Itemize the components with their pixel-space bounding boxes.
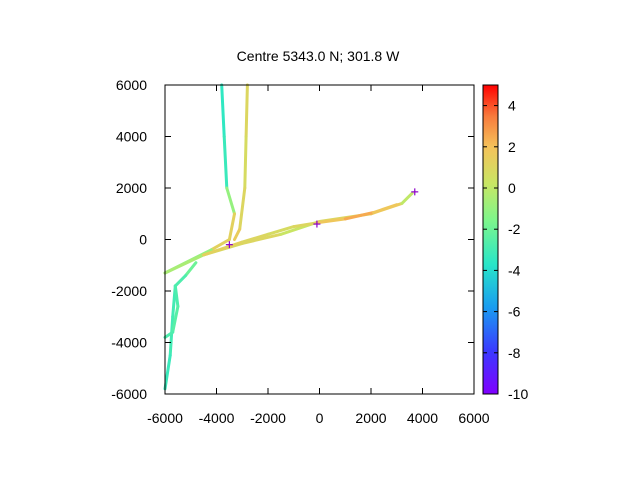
track-3-segment (315, 217, 347, 225)
track-4-segment (173, 274, 188, 288)
plot-frame (164, 84, 475, 395)
track-5-segment (163, 330, 175, 339)
colorbar-tick-label: 0 (508, 180, 516, 196)
y-tick-label: -6000 (111, 386, 147, 402)
colorbar-tick-label: -6 (508, 304, 521, 320)
x-axis: -6000 -4000 -2000 0 2000 4000 6000 (147, 85, 490, 426)
marker-plus (411, 188, 419, 196)
track-0-segment (209, 238, 231, 252)
y-axis: 6000 4000 2000 0 -2000 -4000 -6000 (111, 77, 474, 402)
colorbar-tick-label: -2 (508, 221, 521, 237)
track-4-segment (163, 353, 172, 391)
y-tick-label: 4000 (116, 129, 147, 145)
track-2-segment (400, 191, 414, 205)
colorbar-tick-label: -10 (508, 386, 528, 402)
colorbar-tick-label: -4 (508, 262, 521, 278)
x-tick-label: 0 (316, 410, 324, 426)
track-0-segment (225, 186, 236, 216)
y-tick-label: 2000 (116, 180, 147, 196)
colorbar-tick-label: 4 (508, 98, 516, 114)
track-3-segment (343, 211, 376, 221)
track-5-segment (173, 284, 180, 308)
tracks-layer (163, 83, 414, 391)
y-tick-label: -2000 (111, 283, 147, 299)
x-tick-label: 2000 (355, 410, 386, 426)
track-1-segment (233, 227, 242, 241)
markers-layer (225, 188, 419, 249)
marker-plus (225, 241, 233, 249)
track-3-segment (292, 221, 319, 229)
track-2-segment (240, 232, 283, 245)
y-tick-label: 6000 (116, 77, 147, 93)
track-1-segment (243, 135, 248, 190)
track-0-segment (222, 135, 229, 190)
track-4-segment (168, 315, 175, 357)
colorbar-ticks: 4 2 0 -2 -4 -6 -8 -10 (483, 98, 528, 402)
track-1-segment (244, 83, 249, 138)
track-5-segment (171, 304, 180, 334)
colorbar: 4 2 0 -2 -4 -6 -8 -10 (482, 84, 528, 402)
chart-title: Centre 5343.0 N; 301.8 W (237, 48, 400, 64)
track-2-segment (163, 253, 206, 275)
track-3-segment (266, 225, 296, 236)
track-0-segment (227, 212, 236, 241)
x-tick-label: -4000 (199, 410, 235, 426)
track-0-segment (220, 83, 226, 138)
y-tick-label: -4000 (111, 335, 147, 351)
x-tick-label: 6000 (458, 410, 489, 426)
track-1-segment (238, 186, 247, 231)
track-3-segment (240, 232, 270, 244)
track-3-segment (202, 240, 244, 257)
colorbar-tick-label: 2 (508, 139, 516, 155)
track-3-segment (372, 203, 399, 214)
x-tick-label: -6000 (147, 410, 183, 426)
x-tick-label: 4000 (407, 410, 438, 426)
track-4-segment (184, 261, 198, 278)
colorbar-gradient (482, 84, 499, 395)
y-tick-label: 0 (139, 232, 147, 248)
marker-plus (313, 220, 321, 228)
x-tick-label: -2000 (250, 410, 286, 426)
colorbar-tick-label: -8 (508, 345, 521, 361)
